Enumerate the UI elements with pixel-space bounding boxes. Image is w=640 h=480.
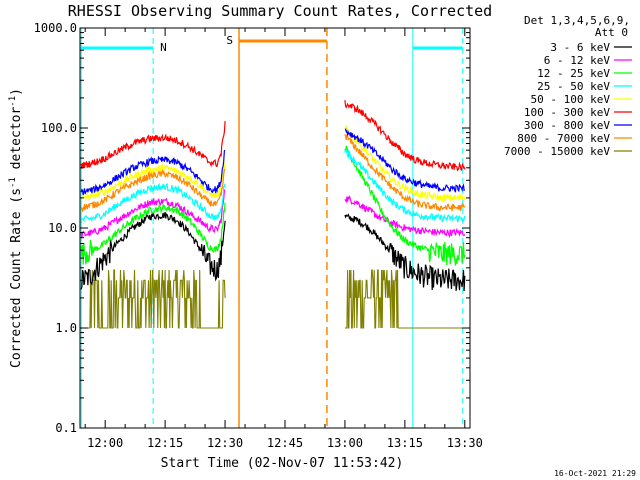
saa-label: S xyxy=(226,34,233,47)
x-tick-label: 12:45 xyxy=(267,436,303,450)
y-tick-label: 1000.0 xyxy=(34,21,77,35)
series-12-25-keV-group xyxy=(80,145,466,266)
series-line xyxy=(344,194,466,239)
series-line xyxy=(80,121,226,169)
legend-entry-label: 7000 - 15000 keV xyxy=(504,145,610,158)
x-tick-label: 13:30 xyxy=(447,436,483,450)
legend-header-line2: Att 0 xyxy=(595,26,628,39)
x-axis-label: Start Time (02-Nov-07 11:53:42) xyxy=(161,456,404,471)
legend-entry-label: 3 - 6 keV xyxy=(550,41,610,54)
legend-entry-label: 300 - 800 keV xyxy=(524,119,610,132)
series-line xyxy=(80,202,226,265)
legend-entry-label: 100 - 300 keV xyxy=(524,106,610,119)
legend-entry-label: 6 - 12 keV xyxy=(544,54,611,67)
x-tick-label: 13:00 xyxy=(327,436,363,450)
series-line xyxy=(80,168,226,213)
x-axis: 12:00 12:15 12:30 12:45 13:00 13:15 13:30 xyxy=(84,28,483,450)
series-line xyxy=(344,128,465,193)
series-line xyxy=(80,182,226,224)
series-line xyxy=(80,189,226,238)
y-axis-label-mid: detector xyxy=(9,107,24,178)
series-line xyxy=(80,149,226,196)
y-tick-label: 1.0 xyxy=(55,321,77,335)
series-6-12-keV-group xyxy=(80,189,466,239)
x-tick-label: 12:00 xyxy=(87,436,123,450)
series-50-100-keV-group xyxy=(80,125,466,203)
series-line xyxy=(81,269,226,329)
x-tick-label: 12:15 xyxy=(147,436,183,450)
series-line xyxy=(344,133,466,212)
y-tick-label: 100.0 xyxy=(41,121,77,135)
saa-markers: S xyxy=(226,28,328,428)
series-100-300-keV-group xyxy=(80,100,466,172)
y-axis-label-main: Corrected Count Rate (s xyxy=(9,188,24,368)
legend-entry-label: 25 - 50 keV xyxy=(537,80,610,93)
legend-entry-label: 50 - 100 keV xyxy=(531,93,611,106)
x-tick-label: 12:30 xyxy=(207,436,243,450)
series-layer xyxy=(80,100,466,329)
night-label: N xyxy=(160,41,167,54)
series-line xyxy=(344,145,466,266)
legend-header-line1: Det 1,3,4,5,6,9, xyxy=(524,14,630,27)
series-7000-15000-keV-group xyxy=(81,269,465,329)
y-axis-label-end: ) xyxy=(9,88,24,96)
y-axis-label-sup2: -1 xyxy=(8,96,18,107)
legend-entry-label: 800 - 7000 keV xyxy=(517,132,610,145)
y-tick-label: 10.0 xyxy=(48,221,77,235)
chart-title: RHESSI Observing Summary Count Rates, Co… xyxy=(68,2,492,20)
series-line xyxy=(344,125,466,203)
series-line xyxy=(80,211,226,290)
x-tick-label: 13:15 xyxy=(387,436,423,450)
series-300-800-keV-group xyxy=(80,128,465,196)
series-800-7000-keV-group xyxy=(80,133,466,213)
y-axis-label-sup1: -1 xyxy=(8,177,18,188)
y-axis: 1000.0 100.0 10.0 1.0 0.1 xyxy=(34,21,470,435)
series-25-50-keV-group xyxy=(80,149,466,224)
y-tick-label: 0.1 xyxy=(55,421,77,435)
legend-entry-label: 12 - 25 keV xyxy=(537,67,610,80)
y-axis-label: Corrected Count Rate (s-1 detector-1) xyxy=(8,88,24,368)
series-3-6-keV-group xyxy=(80,211,466,292)
series-line xyxy=(80,161,226,202)
series-line xyxy=(344,100,466,172)
series-line xyxy=(344,149,466,223)
series-line xyxy=(344,269,465,329)
timestamp: 16-Oct-2021 21:29 xyxy=(554,469,636,478)
series-line xyxy=(344,213,466,292)
